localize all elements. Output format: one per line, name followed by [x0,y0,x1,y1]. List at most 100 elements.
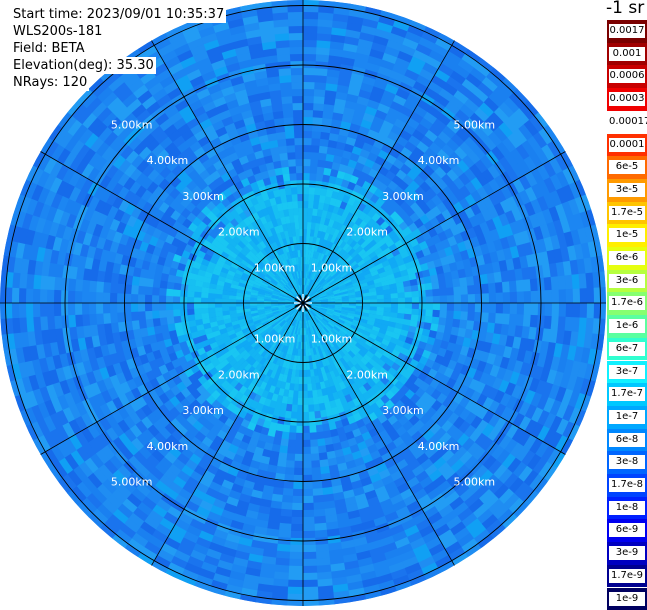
ppi-cell [334,306,343,310]
ppi-cell [568,164,583,183]
ppi-cell [351,263,360,271]
ppi-cell [450,270,460,280]
ppi-cell [287,579,303,588]
ppi-cell [312,281,318,289]
ppi-cell [186,302,195,310]
ppi-cell [288,432,297,441]
ppi-cell [325,189,334,198]
ppi-cell [382,89,397,102]
ppi-cell [478,331,488,343]
ppi-cell [424,253,434,264]
ppi-cell [376,251,386,260]
ppi-cell [511,163,526,179]
ppi-cell [419,214,431,225]
ppi-cell [378,328,388,335]
ppi-cell [523,303,532,316]
ppi-cell [325,313,333,318]
ppi-cell [333,236,341,245]
ppi-cell [11,302,20,319]
ppi-cell [214,298,223,303]
ppi-cell [481,303,490,314]
ppi-cell [288,565,303,574]
ppi-cell [332,314,340,320]
ppi-cell [354,208,363,218]
ppi-cell [330,34,346,44]
ppi-cell [562,167,576,186]
ppi-cell [312,280,317,288]
ppi-cell [361,289,370,294]
ppi-cell [330,242,337,252]
ppi-cell [335,91,348,101]
ppi-cell [379,242,390,252]
ppi-cell [343,172,353,182]
ppi-cell [459,141,474,156]
ppi-cell [566,374,578,392]
ppi-cell [337,318,346,325]
ppi-cell [292,481,303,490]
ppi-cell [415,327,424,336]
ppi-cell [336,320,345,327]
ppi-cell [74,314,84,327]
ppi-cell [464,193,477,207]
ppi-cell [487,387,499,401]
ppi-cell [326,291,334,296]
ppi-cell [460,122,475,138]
ppi-cell [339,224,348,233]
ppi-cell [347,289,356,294]
ppi-cell [508,91,526,109]
ppi-cell [319,308,328,313]
ppi-cell [487,312,497,324]
ppi-cell [406,168,419,181]
ppi-cell [459,249,470,261]
ppi-cell [542,208,554,225]
ppi-cell [330,259,337,268]
ppi-cell [429,171,442,184]
ppi-cell [307,256,311,265]
ppi-cell [324,89,337,99]
ppi-cell [518,416,532,432]
ppi-cell [467,285,476,295]
ppi-cell [186,296,195,303]
ppi-cell [599,318,606,336]
ppi-cell [393,118,408,130]
ppi-cell [330,317,339,323]
ppi-cell [434,68,451,83]
ppi-cell [562,330,572,346]
ppi-cell [424,315,433,324]
ppi-cell [158,309,167,319]
ppi-cell [396,312,405,320]
ppi-cell [332,154,343,164]
ppi-cell [451,164,465,178]
ppi-cell [467,294,476,304]
ppi-cell [327,308,335,312]
ppi-cell [151,302,160,311]
ppi-cell [510,148,525,164]
ppi-cell [337,134,348,144]
ppi-cell [406,117,421,130]
ppi-cell [365,258,374,267]
ppi-cell [325,225,333,234]
ppi-cell [339,315,348,320]
ppi-cell [432,118,448,132]
ppi-cell [389,164,401,176]
ppi-cell [320,261,327,270]
ppi-cell [408,134,422,148]
ppi-cell [369,291,378,297]
ppi-cell [399,329,409,337]
ppi-cell [416,74,432,88]
ppi-cell [334,308,342,312]
ppi-cell [327,296,336,300]
ppi-cell [316,46,331,56]
ppi-cell [338,317,347,322]
ppi-cell [350,250,359,259]
ppi-cell [425,309,434,317]
ppi-cell [479,121,494,137]
ppi-cell [302,551,317,560]
ppi-cell [474,293,483,304]
ppi-cell [306,300,315,303]
ppi-cell [319,138,330,147]
ppi-cell [338,163,348,173]
ppi-cell [553,343,564,359]
ppi-cell [474,381,487,395]
ppi-cell [566,215,578,232]
